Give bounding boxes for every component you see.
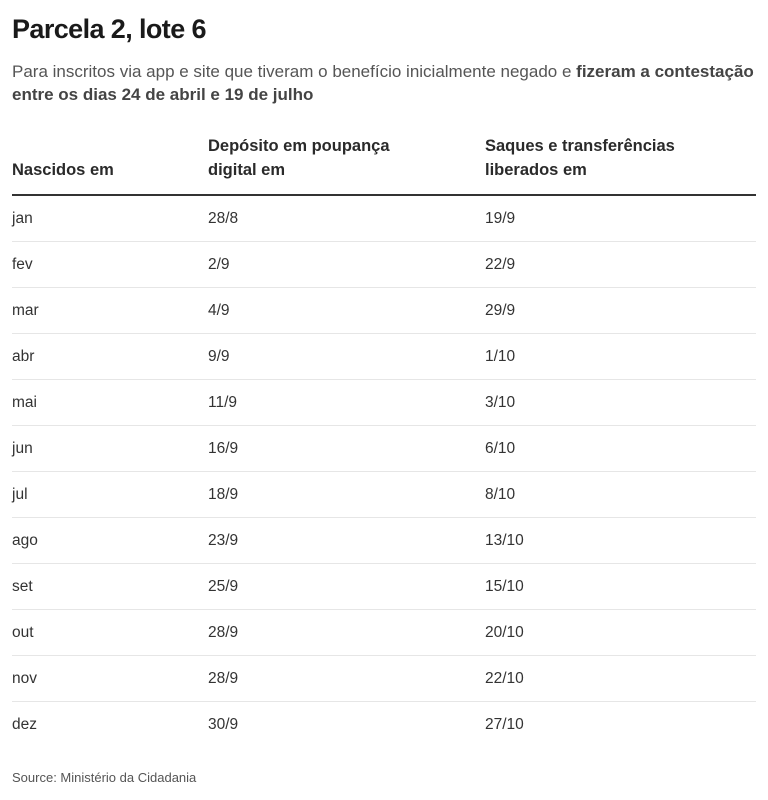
cell-deposit-date: 23/9 <box>208 517 485 564</box>
cell-deposit-date: 25/9 <box>208 563 485 610</box>
column-header-withdrawal-date: Saques e transferências liberados em <box>485 134 756 196</box>
cell-birth-month: mai <box>12 379 208 426</box>
cell-deposit-date: 2/9 <box>208 241 485 288</box>
cell-deposit-date: 11/9 <box>208 379 485 426</box>
cell-birth-month: jun <box>12 425 208 472</box>
column-header-deposit-date: Depósito em poupança digital em <box>208 134 485 196</box>
table-row: ago 23/9 13/10 <box>12 517 756 564</box>
table-row: abr 9/9 1/10 <box>12 333 756 380</box>
cell-birth-month: dez <box>12 715 37 733</box>
schedule-table: Nascidos em Depósito em poupança digital… <box>12 134 756 747</box>
page-title: Parcela 2, lote 6 <box>12 14 207 44</box>
table-row: jan 28/8 19/9 <box>12 195 756 242</box>
table-body: jan 28/8 19/9 fev 2/9 22/9 mar 4/9 29/9 abr 9/9 1/1… <box>12 195 756 747</box>
cell-birth-month: abr <box>12 333 208 380</box>
table-row: mai 11/9 3/10 <box>12 379 756 426</box>
cell-withdrawal-date: 8/10 <box>485 471 756 518</box>
cell-birth-month: jul <box>12 471 208 518</box>
cell-birth-month: ago <box>12 517 208 564</box>
cell-deposit-date: 28/8 <box>208 195 485 242</box>
cell-deposit-date: 16/9 <box>208 425 485 472</box>
source-note: Source: Ministério da Cidadania <box>12 770 197 785</box>
cell-birth-month: fev <box>12 241 208 288</box>
cell-deposit-date: 28/9 <box>208 609 485 656</box>
cell-withdrawal-date: 15/10 <box>485 563 756 610</box>
cell-deposit-date: 30/9 <box>208 715 239 733</box>
cell-birth-month: nov <box>12 655 208 702</box>
cell-birth-month: jan <box>12 195 208 242</box>
table-row: fev 2/9 22/9 <box>12 241 756 288</box>
subtitle-text: Para inscritos via app e site que tivera… <box>12 62 577 81</box>
table-row: out 28/9 20/10 <box>12 609 756 656</box>
table-row: jul 18/9 8/10 <box>12 471 756 518</box>
cell-deposit-date: 18/9 <box>208 471 485 518</box>
table-row: nov 28/9 22/10 <box>12 655 756 702</box>
page-subtitle: Para inscritos via app e site que tivera… <box>12 60 756 106</box>
cell-deposit-date: 28/9 <box>208 655 485 702</box>
table-row: jun 16/9 6/10 <box>12 425 756 472</box>
cell-withdrawal-date: 22/9 <box>485 241 756 288</box>
cell-withdrawal-date: 13/10 <box>485 517 756 564</box>
column-header-birth-month: Nascidos em <box>12 134 208 196</box>
cell-deposit-date: 4/9 <box>208 287 485 334</box>
cell-withdrawal-date: 3/10 <box>485 379 756 426</box>
cell-withdrawal-date: 22/10 <box>485 655 756 702</box>
table-row: dez 30/9 27/10 <box>12 702 756 748</box>
table-header-row: Nascidos em Depósito em poupança digital… <box>12 134 756 196</box>
cell-withdrawal-date: 29/9 <box>485 287 756 334</box>
cell-birth-month: set <box>12 563 208 610</box>
cell-withdrawal-date: 19/9 <box>485 195 756 242</box>
cell-deposit-date: 9/9 <box>208 333 485 380</box>
cell-birth-month: mar <box>12 287 208 334</box>
cell-withdrawal-date: 6/10 <box>485 425 756 472</box>
page-content: Parcela 2, lote 6 Para inscritos via app… <box>12 0 756 747</box>
cell-withdrawal-date: 27/10 <box>485 715 524 733</box>
subtitle-emphasis: fizeram a contestação entre os dias 24 d… <box>12 62 754 104</box>
table-row: mar 4/9 29/9 <box>12 287 756 334</box>
table-row: set 25/9 15/10 <box>12 563 756 610</box>
cell-birth-month: out <box>12 609 208 656</box>
cell-withdrawal-date: 20/10 <box>485 609 756 656</box>
cell-withdrawal-date: 1/10 <box>485 333 756 380</box>
